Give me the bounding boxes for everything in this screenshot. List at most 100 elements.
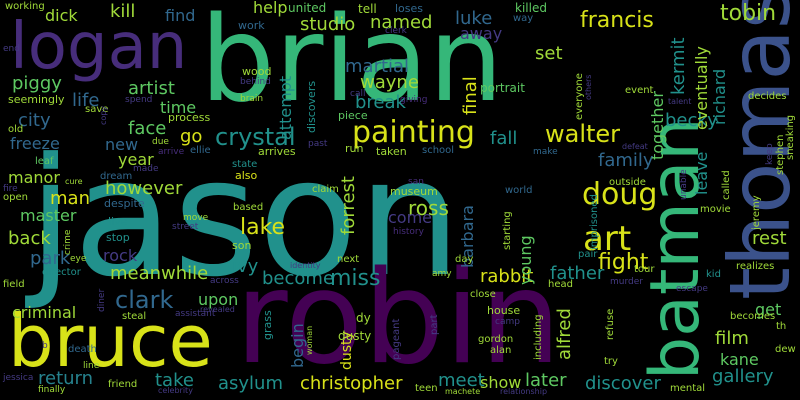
word-call: call: [350, 90, 365, 99]
word-miss: miss: [330, 268, 380, 290]
word-alan: alan: [490, 346, 511, 356]
word-open: open: [3, 193, 28, 203]
word-street: street: [172, 223, 198, 232]
word-leaf: leaf: [35, 157, 54, 167]
word-escape: escape: [676, 285, 708, 294]
word-run: run: [345, 143, 363, 154]
word-head: head: [548, 280, 573, 290]
word-also: also: [235, 170, 257, 181]
word-behind: behind: [240, 78, 271, 87]
word-camp: camp: [495, 318, 520, 327]
word-walter: walter: [545, 122, 620, 146]
word-amy: amy: [432, 270, 452, 279]
word-close: close: [470, 290, 496, 300]
word-gordon: gordon: [478, 335, 513, 345]
word-teen: teen: [415, 384, 438, 394]
word-next: next: [337, 255, 359, 265]
word-sneaking: sneaking: [786, 115, 796, 160]
word-based: based: [233, 203, 263, 213]
word-back: back: [8, 230, 51, 248]
word-mental: mental: [670, 384, 705, 394]
word-find: find: [165, 8, 195, 24]
word-jeremy: jeremy: [752, 195, 762, 230]
word-including: including: [534, 314, 544, 360]
word-stephen: stephen: [776, 135, 786, 175]
word-imprisoned: imprisoned: [590, 194, 600, 250]
word-starting: starting: [503, 211, 513, 250]
word-tour: tour: [634, 265, 655, 275]
word-set: set: [535, 45, 563, 63]
word-fall: fall: [490, 130, 517, 148]
word-eventually: eventually: [694, 46, 710, 130]
word-murder: murder: [610, 278, 643, 287]
word-meanwhile: meanwhile: [110, 265, 208, 283]
word-portrait: portrait: [480, 82, 525, 94]
word-despite: despite: [104, 198, 145, 209]
word-logan: logan: [10, 15, 187, 79]
word-defeat: defeat: [622, 143, 648, 151]
word-arrives: arrives: [258, 146, 296, 157]
word-past: past: [308, 140, 327, 149]
word-loses: loses: [395, 3, 423, 14]
word-wood: wood: [242, 66, 271, 77]
word-th: th: [776, 322, 786, 332]
word-pageant: pageant: [392, 319, 402, 360]
word-family: family: [598, 152, 654, 170]
word-due: due: [152, 138, 169, 147]
word-taken: taken: [376, 146, 407, 157]
word-become: become: [262, 270, 334, 288]
word-dick: dick: [45, 8, 78, 24]
word-finally: finally: [38, 386, 65, 395]
word-ivy: ivy: [232, 258, 258, 276]
word-others: others: [585, 75, 593, 100]
word-make: make: [533, 148, 558, 157]
word-come: come: [388, 210, 432, 226]
word-clark: clark: [115, 288, 173, 312]
word-begin: begin: [290, 323, 306, 368]
word-woman: woman: [306, 326, 314, 355]
word-director: director: [42, 268, 81, 278]
word-b: b: [42, 342, 48, 351]
word-kermit: kermit: [670, 37, 688, 95]
word-united: united: [288, 2, 326, 14]
word-friend: friend: [108, 380, 137, 390]
word-kill: kill: [110, 3, 135, 21]
word-attempt: attempt: [278, 76, 294, 140]
word-master: master: [20, 208, 76, 224]
word-kane: kane: [720, 352, 759, 368]
word-piggy: piggy: [12, 75, 62, 93]
word-work: work: [238, 20, 265, 31]
word-working: working: [5, 2, 45, 12]
word-keep: keep: [766, 143, 775, 165]
word-world: world: [505, 186, 533, 196]
word-discover: discover: [585, 375, 661, 393]
word-movie: movie: [700, 205, 731, 215]
word-discovers: discovers: [306, 81, 317, 133]
word-outside: outside: [609, 178, 646, 188]
word-grass: grass: [262, 310, 273, 340]
word-process: process: [168, 112, 210, 123]
word-event: event: [625, 86, 653, 96]
word-leave: leave: [694, 152, 710, 195]
word-giving: giving: [400, 96, 427, 105]
word-claim: claim: [312, 185, 339, 195]
word-becomes: becomes: [730, 312, 775, 322]
word-steal: steal: [122, 312, 146, 322]
word-diner: diner: [98, 289, 107, 312]
word-arrive: arrive: [158, 148, 184, 157]
word-line: line: [83, 362, 99, 371]
word-part: part: [430, 314, 440, 335]
word-final: final: [462, 76, 480, 115]
word-live: live: [108, 216, 127, 227]
word-revealed: revealed: [200, 306, 235, 314]
word-death: death: [68, 345, 97, 355]
word-try: try: [604, 357, 618, 367]
word-history: history: [393, 228, 424, 237]
word-help: help: [253, 0, 288, 16]
word-lake: lake: [240, 217, 285, 239]
word-studio: studio: [300, 16, 355, 34]
word-forrest: forrest: [340, 176, 358, 235]
word-film: film: [715, 330, 749, 348]
word-end: end: [3, 45, 20, 54]
